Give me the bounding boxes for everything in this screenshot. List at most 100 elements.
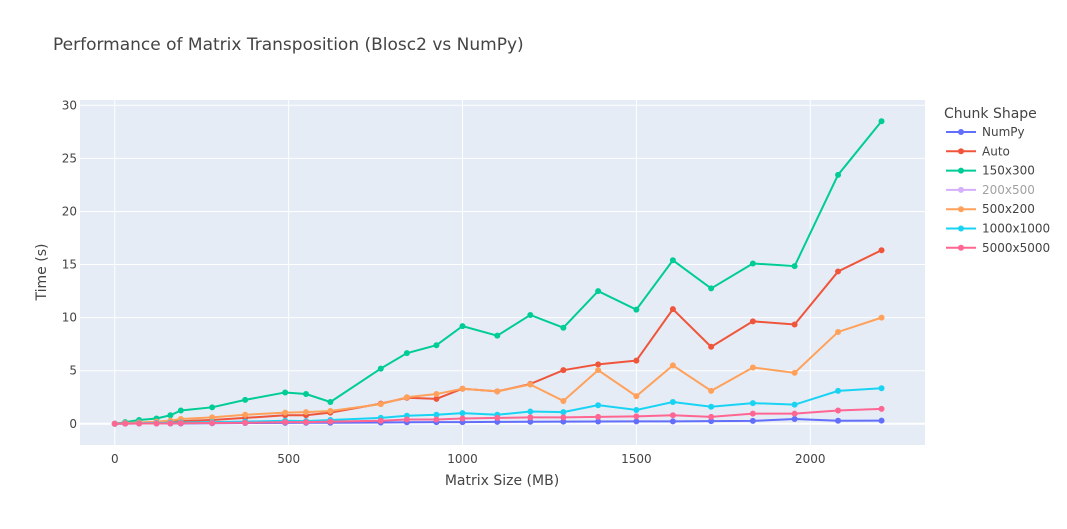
data-point [835, 387, 842, 394]
legend-item-5000x5000[interactable]: 5000x5000 [946, 241, 1050, 255]
data-point [560, 324, 567, 331]
data-point [669, 412, 676, 419]
data-point [111, 420, 118, 427]
data-point [669, 306, 676, 313]
series-group [111, 118, 885, 427]
data-point [527, 311, 534, 318]
legend-swatch-marker [958, 167, 964, 174]
data-point [749, 364, 756, 371]
legend-item-numpy[interactable]: NumPy [946, 125, 1025, 139]
data-point [791, 410, 798, 417]
data-point [749, 318, 756, 325]
data-point [167, 420, 174, 427]
plot-area [80, 100, 925, 445]
legend-swatch-marker [958, 206, 964, 213]
data-point [878, 314, 885, 321]
data-point [153, 420, 160, 427]
data-point [527, 408, 534, 415]
data-point [527, 414, 534, 421]
y-tick-label: 30 [62, 98, 77, 112]
data-point [282, 389, 289, 396]
data-point [403, 350, 410, 357]
data-point [878, 417, 885, 424]
data-point [242, 396, 249, 403]
legend[interactable]: NumPy Auto 150x300 200x500 500x200 1000x1000 5… [946, 125, 1050, 255]
data-point [209, 404, 216, 411]
y-tick-label: 15 [62, 258, 77, 272]
legend-item-1000x1000[interactable]: 1000x1000 [946, 222, 1050, 236]
data-point [633, 413, 640, 420]
data-point [282, 409, 289, 416]
data-point [749, 400, 756, 407]
data-point [633, 357, 640, 364]
data-point [791, 369, 798, 376]
data-point [303, 419, 310, 426]
data-point [669, 418, 676, 425]
data-point [669, 399, 676, 406]
chart-title: Performance of Matrix Transposition (Blo… [53, 35, 524, 55]
data-point [403, 416, 410, 423]
data-point [527, 381, 534, 388]
data-point [494, 332, 501, 339]
x-tick-label: 500 [277, 452, 300, 466]
data-point [878, 118, 885, 125]
data-point [669, 362, 676, 369]
data-point [595, 361, 602, 368]
data-point [791, 415, 798, 422]
data-point [433, 342, 440, 349]
data-point [791, 401, 798, 408]
data-point [835, 171, 842, 178]
data-point [633, 406, 640, 413]
y-tick-label: 25 [62, 151, 77, 165]
data-point [122, 420, 129, 427]
data-point [708, 418, 715, 425]
x-tick-label: 0 [111, 452, 119, 466]
data-point [459, 415, 466, 422]
legend-label: 150x300 [982, 164, 1035, 178]
data-point [527, 418, 534, 425]
legend-item-200x500[interactable]: 200x500 [946, 183, 1035, 197]
data-point [749, 260, 756, 267]
legend-swatch-marker [958, 186, 964, 193]
data-point [835, 407, 842, 414]
x-tick-label: 2000 [795, 452, 826, 466]
data-point [749, 417, 756, 424]
x-tick-label: 1500 [621, 452, 652, 466]
data-point [433, 395, 440, 402]
legend-item-500x200[interactable]: 500x200 [946, 202, 1035, 216]
data-point [633, 306, 640, 313]
x-tick-labels: 0 500 1000 1500 2000 [111, 452, 826, 466]
data-point [708, 403, 715, 410]
data-point [433, 391, 440, 398]
legend-item-auto[interactable]: Auto [946, 144, 1010, 158]
data-point [209, 414, 216, 421]
x-tick-label: 1000 [447, 452, 478, 466]
data-point [303, 409, 310, 416]
data-point [708, 387, 715, 394]
y-tick-labels: 0 5 10 15 20 25 30 [62, 98, 77, 430]
legend-title: Chunk Shape [944, 106, 1037, 122]
data-point [595, 413, 602, 420]
legend-label: Auto [982, 144, 1010, 158]
data-point [209, 420, 216, 427]
data-point [433, 416, 440, 423]
data-point [177, 407, 184, 414]
data-point [878, 405, 885, 412]
data-point [167, 412, 174, 419]
data-point [327, 399, 334, 406]
y-tick-label: 0 [69, 417, 77, 431]
data-point [835, 268, 842, 275]
data-point [835, 417, 842, 424]
legend-item-150x300[interactable]: 150x300 [946, 164, 1035, 178]
legend-label: 200x500 [982, 183, 1035, 197]
data-point [327, 408, 334, 415]
data-point [282, 419, 289, 426]
legend-label: 5000x5000 [982, 241, 1050, 255]
data-point [560, 367, 567, 374]
data-point [560, 418, 567, 425]
x-axis-label: Matrix Size (MB) [445, 473, 559, 489]
data-point [459, 385, 466, 392]
data-point [708, 413, 715, 420]
data-point [878, 247, 885, 254]
